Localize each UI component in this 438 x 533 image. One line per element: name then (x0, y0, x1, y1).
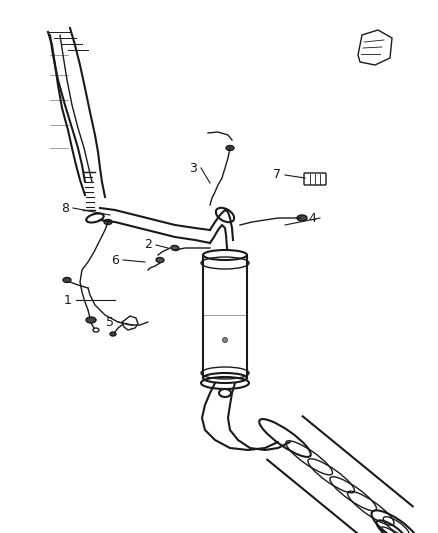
Text: 2: 2 (144, 238, 152, 252)
Ellipse shape (297, 215, 307, 221)
Ellipse shape (223, 337, 227, 343)
Ellipse shape (63, 278, 71, 282)
Text: 8: 8 (61, 201, 69, 214)
Text: 6: 6 (111, 254, 119, 266)
Text: 7: 7 (273, 168, 281, 182)
Text: 1: 1 (64, 294, 72, 306)
Text: 3: 3 (189, 161, 197, 174)
Text: 5: 5 (106, 316, 114, 328)
Text: 4: 4 (308, 212, 316, 224)
Ellipse shape (86, 317, 96, 323)
Ellipse shape (171, 245, 179, 251)
Ellipse shape (226, 146, 234, 150)
Ellipse shape (104, 220, 112, 224)
Ellipse shape (110, 332, 116, 336)
Ellipse shape (156, 257, 164, 263)
